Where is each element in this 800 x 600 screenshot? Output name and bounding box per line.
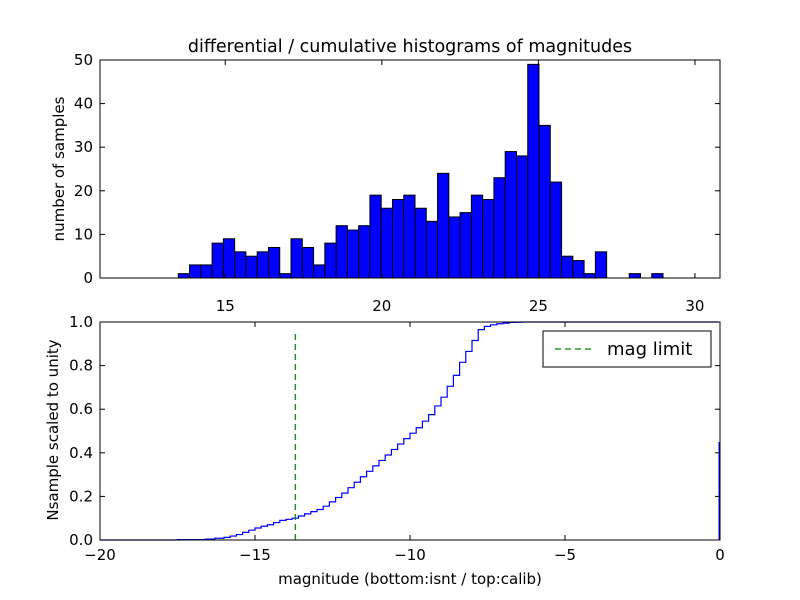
bottom-x-tick-label-2: −10 — [394, 546, 426, 564]
histogram-bar-1 — [189, 264, 202, 279]
bottom-y-tick-label-5: 1.0 — [69, 313, 93, 331]
histogram-bar-14 — [335, 225, 348, 279]
histogram-bar-11 — [301, 246, 315, 279]
top-axes-frame — [99, 59, 721, 279]
histogram-bar-19 — [391, 199, 405, 279]
histogram-bar-17 — [369, 194, 382, 279]
bottom-x-ticks: −20 −15 −10 −5 0 — [84, 322, 725, 564]
histogram-bar-7 — [256, 251, 269, 279]
histogram-bar-2 — [200, 264, 213, 279]
histogram-bar-29 — [504, 151, 517, 279]
histogram-bar-33 — [549, 181, 563, 279]
legend: mag limit — [542, 330, 712, 368]
top-x-tick-label-3: 30 — [685, 297, 704, 315]
bottom-cumulative-panel: Nsample scaled to unity magnitude (botto… — [44, 313, 725, 588]
histogram-bar-39 — [651, 273, 664, 279]
top-chart-title: differential / cumulative histograms of … — [188, 37, 632, 57]
top-x-tick-label-2: 25 — [529, 297, 548, 315]
bottom-x-axis-label: magnitude (bottom:isnt / top:calib) — [278, 570, 542, 588]
bottom-y-ticks: 0.0 0.2 0.4 0.6 0.8 1.0 — [69, 313, 720, 549]
histogram-bar-38 — [628, 273, 641, 279]
histogram-bar-35 — [572, 260, 585, 279]
histogram-bar-6 — [245, 255, 258, 279]
histogram-bar-18 — [380, 207, 393, 279]
bottom-x-tick-label-1: −15 — [239, 546, 271, 564]
histogram-bar-5 — [234, 251, 247, 279]
top-y-tick-label-2: 20 — [74, 182, 93, 200]
histogram-bar-34 — [561, 255, 574, 279]
histogram-bar-21 — [414, 207, 427, 279]
histogram-bar-12 — [313, 264, 326, 279]
top-y-tick-label-0: 0 — [83, 269, 93, 287]
bottom-y-tick-label-4: 0.8 — [69, 357, 93, 375]
histogram-bar-8 — [267, 246, 281, 279]
top-x-tick-label-1: 20 — [372, 297, 391, 315]
histogram-bar-15 — [346, 229, 360, 279]
bottom-x-tick-label-3: −5 — [554, 546, 576, 564]
histogram-bar-16 — [358, 225, 371, 279]
bottom-lines-group — [100, 321, 720, 541]
histogram-bar-20 — [403, 194, 416, 279]
top-y-tick-label-1: 10 — [74, 225, 93, 243]
histogram-bar-28 — [493, 177, 506, 279]
histogram-bar-27 — [482, 199, 495, 279]
histogram-bar-9 — [279, 273, 292, 279]
top-x-tick-label-0: 15 — [216, 297, 235, 315]
histogram-bar-10 — [290, 238, 303, 279]
top-bars-group — [177, 63, 664, 279]
histogram-bar-26 — [470, 194, 484, 279]
histogram-bar-25 — [459, 212, 472, 279]
histogram-bar-30 — [515, 155, 529, 279]
bottom-y-axis-label: Nsample scaled to unity — [44, 339, 62, 520]
bottom-y-tick-label-2: 0.4 — [69, 444, 93, 462]
top-x-ticks: 15 20 25 30 — [216, 60, 704, 315]
top-histogram-panel: differential / cumulative histograms of … — [50, 37, 721, 315]
histogram-bar-23 — [437, 172, 450, 279]
histogram-bar-36 — [583, 273, 596, 279]
histogram-bar-22 — [425, 220, 439, 279]
bottom-axes-frame — [99, 321, 721, 541]
bottom-x-tick-label-0: −20 — [84, 546, 116, 564]
top-y-tick-label-3: 30 — [74, 138, 93, 156]
histogram-bar-3 — [211, 242, 224, 279]
top-y-tick-label-5: 50 — [74, 51, 93, 69]
bottom-y-tick-label-3: 0.6 — [69, 400, 93, 418]
legend-label-mag-limit: mag limit — [607, 339, 692, 360]
histogram-bar-31 — [527, 63, 540, 279]
top-y-axis-label: number of samples — [50, 96, 68, 241]
bottom-y-tick-label-0: 0.0 — [69, 531, 93, 549]
series-line-cumulative — [100, 321, 719, 541]
histogram-bar-37 — [594, 251, 608, 279]
bottom-y-tick-label-1: 0.2 — [69, 487, 93, 505]
top-y-ticks: 0 10 20 30 40 50 — [74, 51, 720, 287]
bottom-x-tick-label-4: 0 — [715, 546, 725, 564]
histogram-bar-13 — [324, 242, 337, 279]
histogram-bar-0 — [177, 273, 191, 279]
histogram-bar-24 — [448, 216, 461, 279]
histogram-bar-4 — [222, 238, 236, 279]
histogram-bar-32 — [538, 124, 551, 279]
top-y-tick-label-4: 40 — [74, 95, 93, 113]
